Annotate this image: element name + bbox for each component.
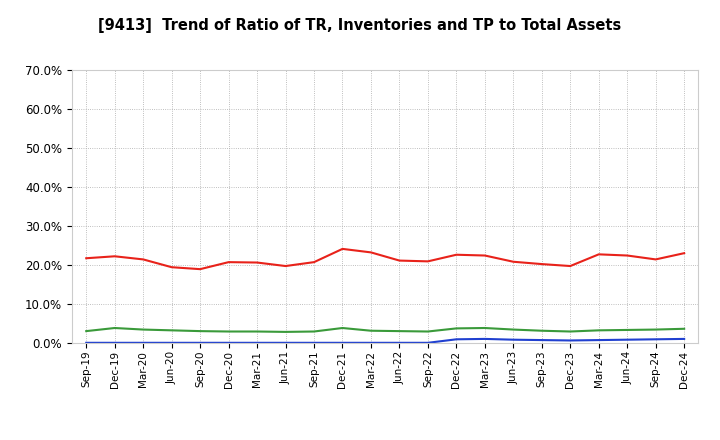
- Inventories: [282, 340, 290, 345]
- Inventories: [537, 337, 546, 343]
- Text: [9413]  Trend of Ratio of TR, Inventories and TP to Total Assets: [9413] Trend of Ratio of TR, Inventories…: [99, 18, 621, 33]
- Trade Receivables: [395, 258, 404, 263]
- Trade Receivables: [423, 259, 432, 264]
- Inventories: [623, 337, 631, 342]
- Inventories: [395, 340, 404, 345]
- Trade Receivables: [282, 264, 290, 269]
- Line: Inventories: Inventories: [86, 339, 684, 343]
- Trade Payables: [652, 327, 660, 332]
- Trade Receivables: [139, 257, 148, 262]
- Inventories: [423, 340, 432, 345]
- Inventories: [595, 337, 603, 343]
- Inventories: [652, 337, 660, 342]
- Trade Payables: [338, 325, 347, 330]
- Trade Receivables: [338, 246, 347, 252]
- Trade Receivables: [196, 267, 204, 272]
- Trade Payables: [595, 328, 603, 333]
- Trade Receivables: [480, 253, 489, 258]
- Inventories: [167, 340, 176, 345]
- Trade Payables: [139, 327, 148, 332]
- Trade Payables: [623, 327, 631, 333]
- Trade Payables: [452, 326, 461, 331]
- Trade Payables: [480, 325, 489, 330]
- Trade Payables: [366, 328, 375, 334]
- Trade Payables: [225, 329, 233, 334]
- Trade Payables: [395, 329, 404, 334]
- Trade Payables: [509, 327, 518, 332]
- Inventories: [366, 340, 375, 345]
- Trade Payables: [282, 329, 290, 334]
- Line: Trade Payables: Trade Payables: [86, 328, 684, 332]
- Inventories: [452, 337, 461, 342]
- Trade Receivables: [110, 253, 119, 259]
- Inventories: [110, 340, 119, 345]
- Inventories: [196, 340, 204, 345]
- Trade Receivables: [366, 250, 375, 255]
- Inventories: [680, 336, 688, 341]
- Inventories: [82, 340, 91, 345]
- Trade Receivables: [595, 252, 603, 257]
- Inventories: [225, 340, 233, 345]
- Trade Receivables: [509, 259, 518, 264]
- Inventories: [480, 336, 489, 341]
- Trade Payables: [566, 329, 575, 334]
- Trade Receivables: [566, 264, 575, 269]
- Inventories: [139, 340, 148, 345]
- Inventories: [566, 338, 575, 343]
- Trade Receivables: [225, 260, 233, 265]
- Trade Payables: [167, 328, 176, 333]
- Trade Payables: [196, 329, 204, 334]
- Trade Receivables: [652, 257, 660, 262]
- Trade Receivables: [537, 261, 546, 267]
- Trade Payables: [110, 325, 119, 330]
- Inventories: [509, 337, 518, 342]
- Trade Receivables: [310, 260, 318, 265]
- Inventories: [338, 340, 347, 345]
- Trade Payables: [82, 329, 91, 334]
- Trade Payables: [423, 329, 432, 334]
- Trade Receivables: [452, 252, 461, 257]
- Inventories: [253, 340, 261, 345]
- Trade Payables: [680, 326, 688, 331]
- Inventories: [310, 340, 318, 345]
- Trade Receivables: [680, 250, 688, 256]
- Trade Payables: [253, 329, 261, 334]
- Trade Receivables: [623, 253, 631, 258]
- Line: Trade Receivables: Trade Receivables: [86, 249, 684, 269]
- Trade Receivables: [253, 260, 261, 265]
- Trade Receivables: [82, 256, 91, 261]
- Trade Receivables: [167, 264, 176, 270]
- Trade Payables: [310, 329, 318, 334]
- Trade Payables: [537, 328, 546, 334]
